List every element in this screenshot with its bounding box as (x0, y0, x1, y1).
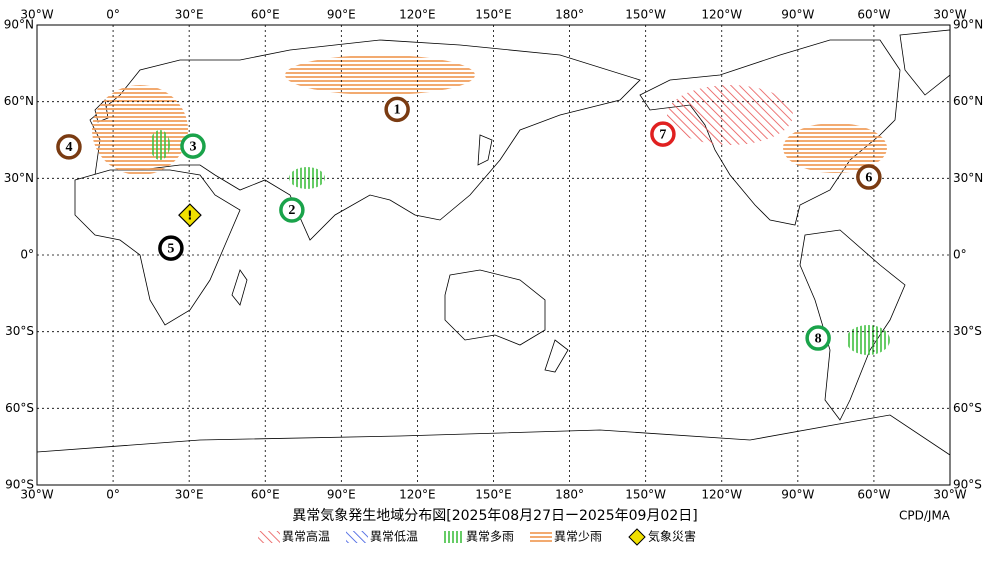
map-title: 異常気象発生地域分布図[2025年08月27日ー2025年09月02日] (292, 508, 697, 524)
lon-label: 30°W (20, 8, 53, 22)
lon-label: 120°E (399, 8, 436, 22)
lon-label: 120°W (701, 488, 742, 502)
lon-label: 150°W (625, 488, 666, 502)
lon-label: 150°W (625, 8, 666, 22)
lat-label: 60°S (5, 401, 34, 415)
credit: CPD/JMA (899, 509, 951, 523)
land (36, 29, 951, 486)
legend-label: 異常少雨 (554, 530, 602, 544)
lon-label: 60°E (251, 488, 280, 502)
lon-label: 30°W (933, 488, 966, 502)
lon-label: 120°W (701, 8, 742, 22)
event-marker (650, 121, 676, 147)
disaster-symbol: ! (187, 209, 192, 223)
legend-label: 異常多雨 (466, 530, 514, 544)
lon-label: 60°W (857, 488, 890, 502)
event-marker (384, 96, 410, 123)
legend-swatch (258, 531, 280, 543)
legend-swatch (530, 531, 552, 543)
lat-label: 90°S (953, 478, 982, 492)
legend-swatch (346, 531, 368, 543)
lon-label: 60°E (251, 8, 280, 22)
event-marker (805, 325, 831, 351)
lon-label: 150°E (475, 8, 512, 22)
event-number: 1 (394, 103, 401, 118)
lon-label: 30°E (175, 8, 204, 22)
legend-swatch (442, 531, 464, 543)
legend-label: 異常低温 (370, 530, 418, 544)
event-number: 2 (288, 203, 295, 218)
legend: 異常高温 異常低温 異常多雨 異常少雨 気象災害 (258, 528, 696, 546)
legend-swatch (628, 528, 646, 546)
lon-label: 0° (106, 8, 120, 22)
event-marker (158, 235, 184, 261)
lat-label: 30°N (953, 171, 983, 185)
lon-label: 30°W (20, 488, 53, 502)
event-marker (279, 197, 305, 223)
lon-label: 180° (555, 8, 584, 22)
lon-label: 90°E (327, 8, 356, 22)
anomaly-areas (92, 55, 890, 355)
lat-label: 90°N (4, 18, 34, 32)
disaster-marker (178, 203, 202, 227)
lat-label: 60°S (953, 401, 982, 415)
lon-label: 150°E (475, 488, 512, 502)
lon-label: 0° (106, 488, 120, 502)
event-marker (56, 134, 82, 160)
lat-label: 30°S (953, 324, 982, 338)
lat-label: 90°S (5, 478, 34, 492)
lon-label: 30°E (175, 488, 204, 502)
lon-label: 90°E (327, 488, 356, 502)
event-marker (180, 133, 206, 159)
lat-label: 60°N (953, 94, 983, 108)
lat-label: 30°N (4, 171, 34, 185)
event-number: 3 (189, 139, 196, 154)
legend-label: 気象災害 (648, 529, 696, 544)
event-number: 4 (65, 140, 72, 155)
lon-label: 60°W (857, 8, 890, 22)
lon-label: 120°E (399, 488, 436, 502)
legend-label: 異常高温 (282, 529, 330, 544)
lon-label: 90°W (781, 488, 814, 502)
lon-label: 180° (555, 488, 584, 502)
lat-label: 60°N (4, 94, 34, 108)
event-number: 5 (167, 241, 174, 256)
event-number: 6 (865, 170, 872, 185)
event-marker (856, 164, 882, 190)
lon-label: 30°W (933, 8, 966, 22)
lat-label: 30°S (5, 324, 34, 338)
lat-label: 0° (953, 248, 967, 262)
lat-label: 0° (20, 248, 34, 262)
event-number: 7 (659, 127, 666, 142)
lat-label: 90°N (953, 18, 983, 32)
event-number: 8 (815, 331, 822, 346)
lon-label: 90°W (781, 8, 814, 22)
